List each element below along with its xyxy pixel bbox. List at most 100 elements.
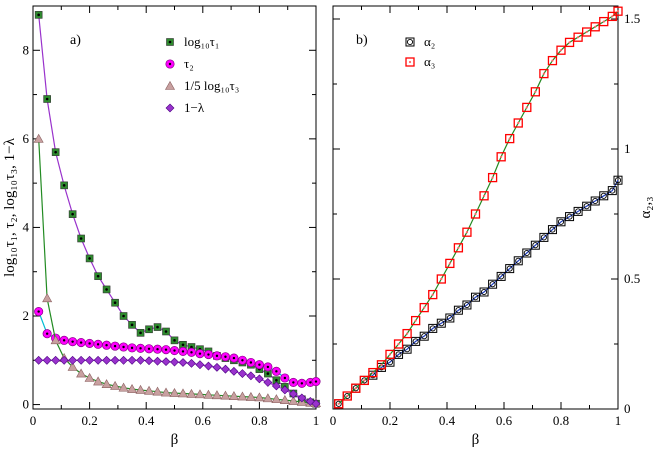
x-tick-label: 1 — [615, 413, 622, 428]
data-point — [513, 118, 523, 128]
data-point — [101, 379, 112, 389]
data-point — [212, 362, 222, 372]
data-point — [262, 393, 273, 403]
data-point — [513, 256, 523, 266]
data-point — [194, 389, 205, 399]
data-point — [153, 323, 162, 331]
data-point — [496, 152, 506, 162]
data-point — [229, 366, 239, 376]
data-point — [177, 388, 189, 398]
data-point — [263, 378, 273, 387]
legend-marker — [405, 37, 415, 47]
data-point — [254, 360, 264, 370]
data-point — [496, 271, 506, 281]
data-point — [228, 391, 239, 400]
data-point — [169, 387, 180, 397]
data-point — [547, 225, 557, 235]
legend-label: τ₂ — [184, 56, 194, 71]
data-point — [279, 395, 290, 404]
x-axis-label: β — [171, 432, 179, 448]
data-point — [428, 289, 438, 300]
data-point — [50, 335, 61, 345]
legend-label: 1−λ — [184, 100, 205, 115]
data-point — [359, 375, 370, 386]
data-point — [271, 394, 282, 404]
data-point — [77, 234, 85, 243]
y-tick-label: 4 — [23, 219, 30, 234]
data-point — [178, 358, 188, 367]
series-line — [38, 138, 317, 404]
data-point — [195, 349, 205, 359]
data-point — [479, 287, 489, 297]
legend-marker — [405, 57, 415, 67]
data-point — [311, 376, 321, 387]
y-tick-label: 0 — [624, 401, 631, 416]
data-point — [487, 172, 498, 183]
legend-label: 1/5 log₁₀τ₃ — [184, 78, 239, 93]
data-point — [178, 346, 188, 356]
x-tick-label: 0 — [30, 413, 37, 428]
x-tick-label: 0.2 — [382, 413, 398, 428]
data-point — [590, 196, 600, 206]
panel-label: a) — [70, 33, 81, 48]
x-axis-label: β — [472, 432, 480, 448]
data-point — [211, 390, 222, 400]
data-point — [220, 352, 230, 362]
y-tick-label: 1 — [624, 141, 631, 156]
data-point — [488, 279, 498, 289]
data-point — [212, 351, 222, 361]
data-point — [68, 210, 77, 218]
x-tick-label: 1 — [313, 413, 320, 428]
data-point — [462, 227, 472, 237]
data-point — [144, 344, 154, 354]
x-tick-label: 0.4 — [138, 413, 155, 428]
legend-label: α₂ — [424, 34, 435, 49]
data-point — [59, 335, 69, 345]
data-point — [419, 331, 429, 341]
data-point — [68, 337, 78, 347]
data-point — [334, 399, 344, 409]
data-point — [297, 393, 307, 403]
data-point — [33, 133, 44, 143]
data-point — [573, 32, 583, 42]
data-point — [145, 325, 153, 334]
y-tick-label: 0 — [23, 397, 30, 412]
data-point — [42, 329, 52, 339]
data-point — [221, 364, 230, 374]
data-point — [505, 264, 515, 274]
data-point — [76, 338, 86, 348]
panel-label: b) — [356, 33, 368, 48]
data-point — [128, 321, 136, 329]
data-point — [237, 369, 247, 378]
data-point — [85, 338, 95, 349]
y-axis-label: log₁₀τ₁, τ₂, log₁₀τ₃, 1−λ — [2, 137, 18, 276]
data-point — [119, 355, 128, 365]
x-tick-label: 0.4 — [439, 413, 456, 428]
data-point — [119, 342, 129, 352]
data-point — [144, 356, 154, 366]
data-point — [76, 368, 87, 378]
data-point — [410, 315, 421, 326]
data-point — [237, 391, 248, 401]
data-point — [288, 395, 299, 405]
data-point — [539, 68, 549, 79]
y-tick-label: 0.5 — [624, 271, 640, 286]
data-point — [127, 383, 138, 393]
data-point — [613, 175, 623, 185]
x-tick-label: 0.8 — [251, 413, 267, 428]
data-point — [170, 336, 179, 345]
data-point — [436, 318, 446, 328]
data-point — [402, 344, 412, 354]
data-point — [84, 372, 95, 382]
data-point — [102, 355, 112, 365]
data-point — [246, 371, 256, 381]
data-point — [118, 382, 129, 392]
data-point — [152, 344, 163, 354]
y-axis-label: α₂,₃ — [638, 196, 654, 218]
data-point — [522, 102, 532, 113]
x-tick-label: 0.6 — [496, 413, 513, 428]
data-point — [59, 355, 69, 365]
data-point — [42, 355, 52, 365]
data-point — [68, 355, 78, 365]
